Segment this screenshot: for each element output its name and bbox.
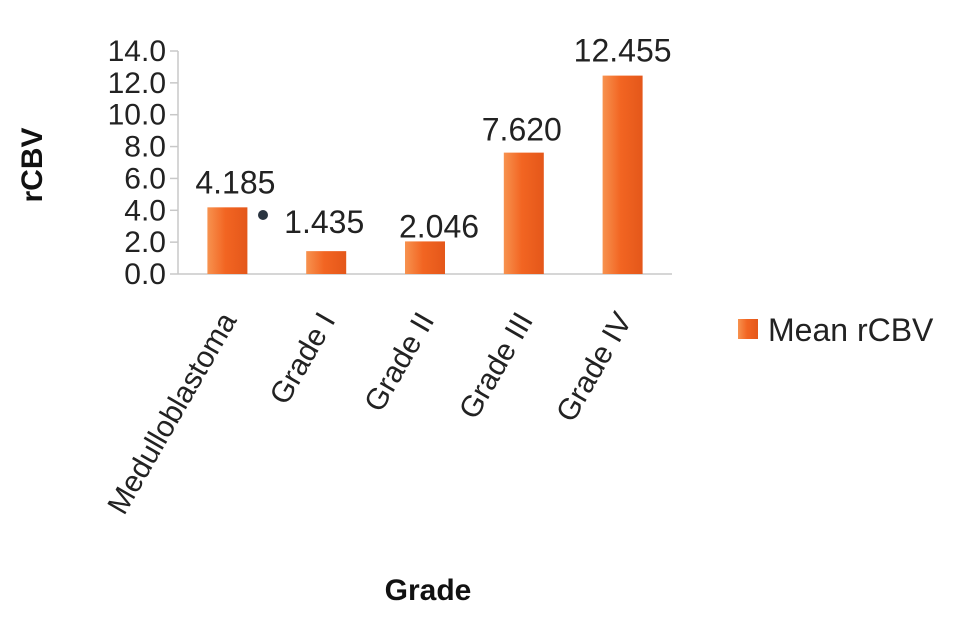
data-label: 2.046 xyxy=(399,208,479,244)
x-axis-category-labels: Medulloblastoma Grade I Grade II Grade III G… xyxy=(101,307,638,520)
bar-grade-iv xyxy=(602,75,643,274)
data-label: 12.455 xyxy=(574,33,672,69)
y-tick-label: 12.0 xyxy=(108,67,166,100)
legend-swatch xyxy=(738,319,758,339)
y-tick-label: 4.0 xyxy=(124,194,166,227)
bar-series xyxy=(207,75,643,274)
y-axis-ticks: 0.02.04.06.08.010.012.014.0 xyxy=(108,35,178,291)
x-category-label: Grade II xyxy=(358,307,441,417)
bar-medulloblastoma xyxy=(207,207,248,274)
bar-grade-ii xyxy=(405,241,445,274)
x-category-label: Medulloblastoma xyxy=(101,307,243,520)
data-label: 7.620 xyxy=(482,112,562,148)
data-label: 4.185 xyxy=(195,164,275,200)
y-axis-title: rCBV xyxy=(16,127,49,202)
x-category-label: Grade I xyxy=(264,307,343,410)
y-tick-label: 8.0 xyxy=(124,131,166,164)
y-tick-label: 2.0 xyxy=(124,226,166,259)
y-tick-label: 10.0 xyxy=(108,99,166,132)
y-tick-label: 14.0 xyxy=(108,35,166,68)
x-axis-title: Grade xyxy=(385,574,472,607)
y-tick-label: 6.0 xyxy=(124,162,166,195)
legend-label: Mean rCBV xyxy=(768,312,934,348)
bar-grade-i xyxy=(306,251,347,274)
legend: Mean rCBV xyxy=(738,312,934,348)
annotation-dot xyxy=(258,210,268,220)
x-category-label: Grade III xyxy=(453,307,540,425)
y-tick-label: 0.0 xyxy=(124,258,166,291)
x-category-label: Grade IV xyxy=(550,307,639,427)
bar-grade-iii xyxy=(503,152,544,274)
data-label: 1.435 xyxy=(284,204,364,240)
